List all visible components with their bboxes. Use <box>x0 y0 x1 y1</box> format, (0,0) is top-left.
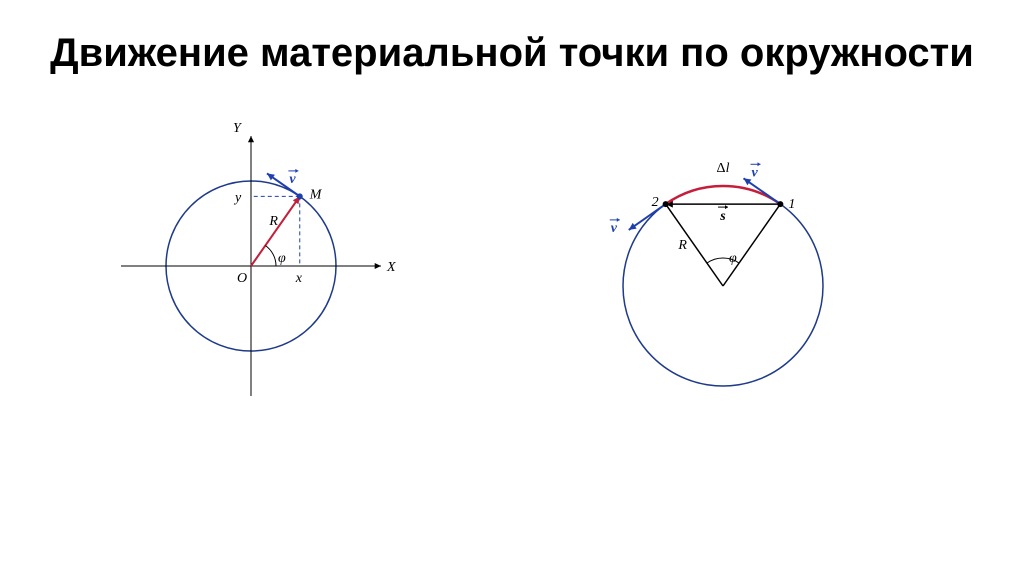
svg-text:v: v <box>289 172 296 187</box>
svg-text:φ: φ <box>278 251 286 266</box>
svg-text:2: 2 <box>652 195 659 210</box>
svg-text:Δl: Δl <box>717 161 730 176</box>
svg-text:Y: Y <box>233 121 243 136</box>
page-title: Движение материальной точки по окружност… <box>0 0 1024 76</box>
svg-text:y: y <box>233 190 242 205</box>
svg-text:O: O <box>237 271 247 286</box>
svg-text:M: M <box>309 187 323 202</box>
svg-text:v: v <box>611 221 618 236</box>
svg-text:φ: φ <box>729 251 737 266</box>
diagram-area: Y X Ox y M Rφ v v v 1 2 Δl s Rφ <box>0 116 1024 421</box>
diagram-left: Y X Ox y M Rφ v <box>131 116 431 421</box>
diagram-right: v v 1 2 Δl s Rφ <box>573 116 893 421</box>
svg-text:R: R <box>268 214 278 229</box>
left-svg: Y X Ox y M Rφ v <box>131 116 431 416</box>
svg-text:1: 1 <box>788 197 795 212</box>
svg-text:R: R <box>677 238 687 253</box>
svg-text:v: v <box>751 165 758 180</box>
svg-text:x: x <box>295 271 303 286</box>
svg-text:X: X <box>386 260 396 275</box>
right-svg: v v 1 2 Δl s Rφ <box>573 116 893 416</box>
svg-text:s: s <box>719 209 726 224</box>
